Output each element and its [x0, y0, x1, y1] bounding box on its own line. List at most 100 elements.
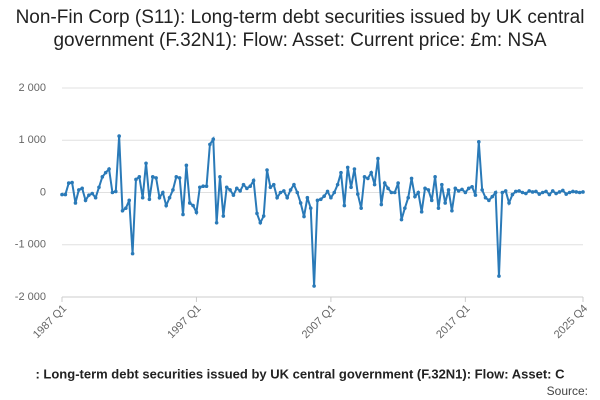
x-tick-label: 1987 Q1 — [31, 303, 69, 341]
series-caption: : Long-term debt securities issued by UK… — [35, 366, 565, 381]
point — [248, 184, 253, 189]
point — [211, 137, 216, 142]
point — [302, 214, 306, 219]
point — [463, 190, 468, 195]
point — [238, 189, 242, 193]
point — [214, 221, 219, 225]
point — [453, 186, 458, 191]
point — [413, 194, 417, 199]
point — [218, 175, 222, 179]
point — [73, 201, 78, 205]
point — [251, 178, 256, 183]
point — [497, 274, 501, 278]
point — [134, 177, 138, 182]
point — [77, 188, 81, 192]
point — [577, 190, 582, 195]
point — [366, 176, 370, 181]
point — [187, 201, 192, 205]
x-tick-label: 2007 Q1 — [300, 303, 338, 341]
point — [295, 190, 300, 195]
point — [513, 189, 518, 194]
point — [83, 198, 88, 203]
point — [423, 186, 427, 191]
point — [161, 190, 165, 195]
point — [534, 189, 538, 194]
point — [510, 192, 515, 197]
point — [527, 189, 532, 193]
point — [144, 161, 148, 166]
point — [275, 195, 279, 200]
point — [208, 142, 212, 147]
point — [456, 189, 461, 193]
y-tick-label: 2 000 — [18, 82, 46, 94]
point — [429, 198, 434, 203]
point — [466, 186, 471, 191]
point — [419, 210, 424, 214]
point — [285, 195, 290, 200]
point — [204, 184, 209, 189]
point — [443, 201, 447, 205]
point — [574, 190, 579, 194]
point — [107, 167, 111, 171]
point — [322, 194, 326, 198]
point — [376, 156, 380, 161]
point — [483, 195, 488, 200]
point — [174, 175, 179, 179]
x-tick-label: 2017 Q1 — [434, 303, 472, 341]
point — [80, 186, 84, 191]
point — [544, 189, 548, 194]
point — [550, 189, 555, 193]
point — [278, 190, 283, 195]
chart-title: Non-Fin Corp (S11): Long-term debt secur… — [15, 7, 585, 51]
point — [352, 167, 357, 171]
point — [147, 197, 152, 202]
point — [335, 182, 340, 187]
point — [406, 195, 411, 200]
y-tick-label: -2 000 — [15, 291, 46, 303]
point — [386, 186, 390, 191]
point — [345, 165, 350, 170]
point — [90, 191, 95, 196]
point — [561, 188, 565, 193]
point — [137, 175, 142, 179]
point — [392, 190, 397, 195]
point — [130, 251, 135, 256]
point — [63, 192, 68, 197]
point — [93, 195, 98, 200]
point — [245, 186, 249, 191]
point — [312, 284, 316, 288]
point — [520, 190, 525, 195]
point — [184, 163, 189, 168]
point — [97, 185, 101, 190]
point — [258, 221, 263, 225]
point — [571, 189, 575, 194]
point — [117, 134, 121, 138]
point — [308, 206, 313, 210]
point — [490, 194, 495, 199]
point — [436, 206, 441, 210]
point — [154, 176, 158, 180]
point — [124, 206, 128, 210]
point — [325, 189, 330, 194]
point — [87, 193, 91, 197]
point — [194, 210, 199, 215]
point — [389, 190, 394, 195]
point — [231, 193, 236, 197]
point — [120, 208, 125, 213]
point — [234, 186, 239, 191]
point — [198, 185, 202, 190]
point — [440, 182, 444, 187]
point — [503, 189, 508, 193]
point — [433, 175, 437, 179]
point — [171, 188, 175, 192]
point — [403, 206, 407, 210]
point — [127, 198, 132, 203]
point — [298, 201, 303, 205]
point — [181, 212, 185, 217]
point — [60, 192, 64, 197]
point — [500, 190, 505, 195]
point — [554, 191, 558, 196]
point — [362, 175, 367, 179]
point — [507, 201, 511, 205]
